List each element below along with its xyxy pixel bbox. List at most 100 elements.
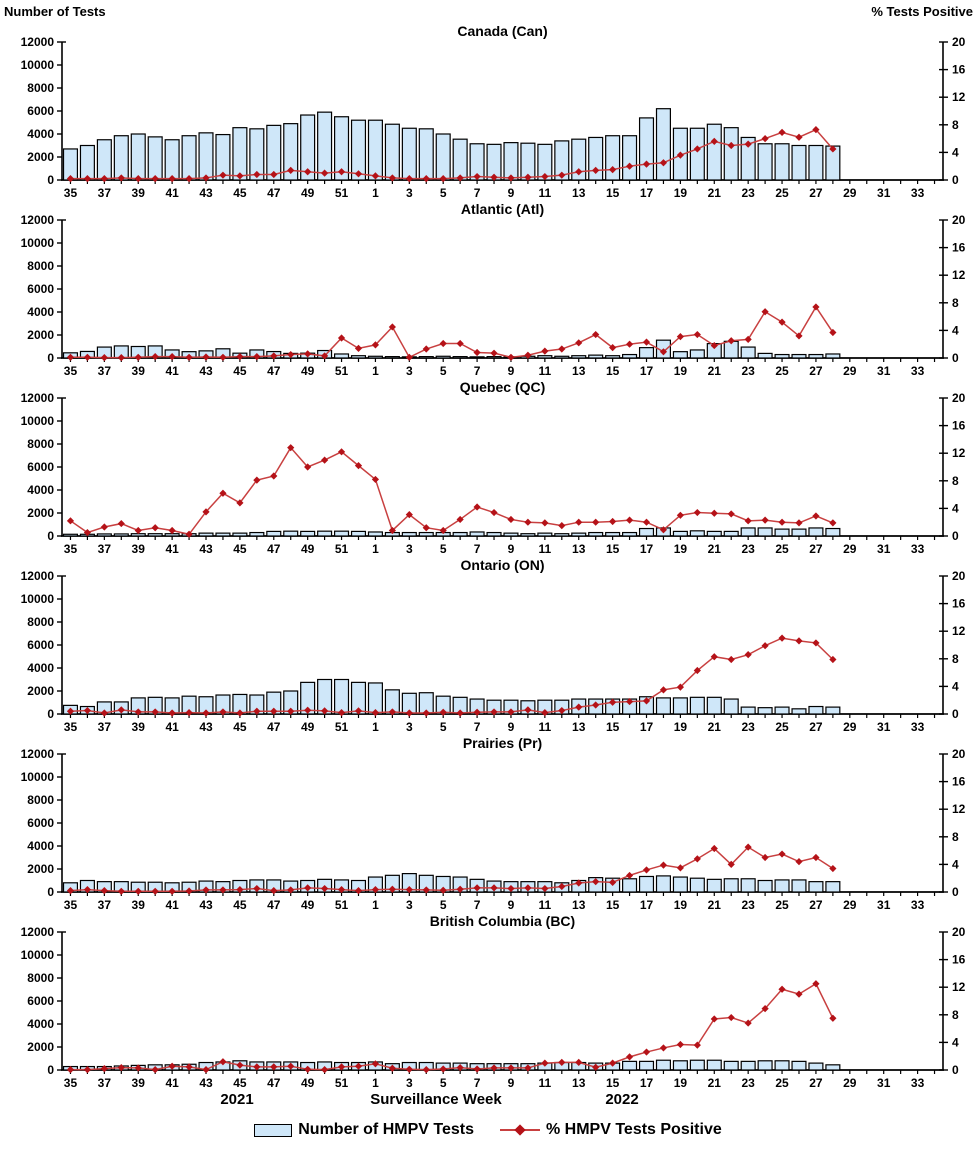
left-axis-tick-label: 0 bbox=[47, 885, 54, 899]
test-bar bbox=[740, 1060, 756, 1071]
diamond-marker-icon bbox=[829, 519, 837, 527]
test-bar bbox=[791, 353, 807, 359]
test-bar bbox=[215, 133, 231, 181]
diamond-marker-icon bbox=[151, 1066, 159, 1074]
week-tick-label: 1 bbox=[372, 1076, 379, 1090]
week-tick-label: 15 bbox=[606, 364, 620, 378]
test-bar bbox=[740, 878, 756, 893]
diamond-marker-icon bbox=[541, 172, 549, 181]
diamond-marker-icon bbox=[507, 353, 515, 361]
week-tick-label: 33 bbox=[911, 542, 925, 556]
diamond-marker-icon bbox=[66, 887, 75, 895]
chart-panel-bc: British Columbia (BC)0200040006000800010… bbox=[21, 913, 966, 1090]
test-bar bbox=[774, 528, 790, 537]
diamond-marker-icon bbox=[304, 168, 312, 176]
test-bar bbox=[622, 1060, 638, 1071]
week-tick-label: 29 bbox=[843, 186, 857, 200]
week-tick-label: 5 bbox=[440, 542, 447, 556]
right-axis-tick-label: 8 bbox=[952, 118, 959, 132]
test-bar bbox=[554, 533, 570, 537]
diamond-marker-icon bbox=[83, 1066, 92, 1074]
week-tick-label: 17 bbox=[640, 364, 654, 378]
test-bar bbox=[588, 531, 604, 537]
test-bar bbox=[486, 531, 502, 537]
diamond-marker-icon bbox=[575, 339, 583, 347]
diamond-marker-icon bbox=[439, 339, 447, 348]
diamond-marker-icon bbox=[609, 166, 617, 174]
left-axis-tick-label: 2000 bbox=[27, 862, 54, 876]
week-tick-label: 1 bbox=[372, 898, 379, 912]
test-bar bbox=[367, 531, 383, 537]
test-bar bbox=[486, 356, 502, 359]
week-tick-label: 15 bbox=[606, 720, 620, 734]
diamond-marker-icon bbox=[490, 1064, 498, 1072]
diamond-marker-icon bbox=[795, 858, 803, 866]
diamond-marker-icon bbox=[507, 1064, 515, 1072]
week-tick-label: 39 bbox=[132, 542, 146, 556]
diamond-marker-icon bbox=[625, 1053, 634, 1061]
diamond-marker-icon bbox=[642, 518, 651, 526]
test-bar bbox=[791, 879, 807, 893]
week-tick-label: 49 bbox=[301, 898, 315, 912]
diamond-marker-icon bbox=[287, 707, 295, 715]
diamond-marker-icon bbox=[439, 1065, 447, 1073]
week-tick-label: 37 bbox=[98, 720, 112, 734]
week-tick-label: 33 bbox=[911, 720, 925, 734]
test-bar bbox=[740, 346, 756, 359]
diamond-marker-icon bbox=[388, 708, 396, 716]
week-tick-label: 37 bbox=[98, 1076, 112, 1090]
test-bar bbox=[672, 351, 688, 359]
right-axis-tick-label: 12 bbox=[952, 980, 966, 994]
diamond-marker-icon bbox=[219, 708, 227, 716]
left-axis-tick-label: 8000 bbox=[27, 793, 54, 807]
diamond-marker-icon bbox=[812, 303, 820, 311]
left-axis-tick-label: 12000 bbox=[21, 569, 55, 583]
pct-positive-line bbox=[70, 982, 834, 1071]
test-bar bbox=[283, 530, 299, 537]
diamond-marker-icon bbox=[659, 861, 668, 869]
week-tick-label: 3 bbox=[406, 720, 413, 734]
test-bar bbox=[825, 881, 841, 893]
diamond-marker-icon bbox=[287, 444, 295, 452]
left-axis-tick-label: 12000 bbox=[21, 391, 55, 405]
week-tick-label: 29 bbox=[843, 720, 857, 734]
diamond-marker-icon bbox=[558, 522, 566, 530]
test-bar bbox=[808, 527, 824, 537]
test-bar bbox=[740, 527, 756, 537]
diamond-marker-icon bbox=[321, 884, 329, 893]
chart-panel-on: Ontario (ON) 0 2000 4000 6000 8000 10000 12000 0… bbox=[21, 557, 966, 734]
test-bar bbox=[622, 878, 638, 893]
right-axis-tick-label: 0 bbox=[952, 529, 959, 543]
test-bar bbox=[520, 533, 536, 537]
week-tick-label: 31 bbox=[877, 898, 891, 912]
diamond-marker-icon bbox=[151, 524, 159, 532]
diamond-marker-icon bbox=[693, 1041, 701, 1049]
test-bar bbox=[723, 1060, 739, 1071]
left-axis-tick-label: 4000 bbox=[27, 839, 54, 853]
left-axis-tick-label: 0 bbox=[47, 351, 54, 365]
test-bar bbox=[537, 355, 553, 359]
test-bar bbox=[198, 132, 214, 181]
diamond-marker-icon bbox=[524, 351, 532, 359]
diamond-marker-icon bbox=[795, 990, 803, 998]
diamond-marker-icon bbox=[83, 528, 92, 537]
week-tick-label: 25 bbox=[775, 1076, 789, 1090]
diamond-marker-icon bbox=[117, 174, 125, 182]
right-axis-tick-label: 16 bbox=[952, 953, 966, 967]
right-axis-tick-label: 8 bbox=[952, 652, 959, 666]
test-bar bbox=[723, 127, 739, 181]
left-axis-tick-label: 12000 bbox=[21, 747, 55, 761]
left-axis-tick-label: 10000 bbox=[21, 592, 55, 606]
diamond-marker-icon bbox=[761, 642, 769, 650]
test-bar bbox=[808, 353, 824, 359]
diamond-marker-icon bbox=[100, 523, 108, 531]
right-axis-tick-label: 16 bbox=[952, 241, 966, 255]
diamond-marker-icon bbox=[253, 707, 261, 715]
legend-line-sample-icon bbox=[499, 1124, 540, 1136]
test-bar bbox=[334, 530, 350, 537]
week-tick-label: 25 bbox=[775, 542, 789, 556]
test-bar bbox=[334, 353, 350, 359]
diamond-marker-icon bbox=[83, 175, 92, 183]
bars-qc bbox=[62, 527, 841, 537]
diamond-marker-icon bbox=[134, 353, 142, 361]
